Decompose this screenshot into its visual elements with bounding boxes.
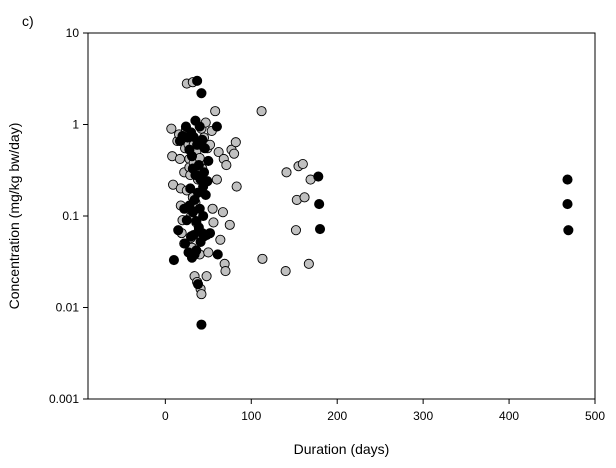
- data-point-gray: [217, 207, 228, 218]
- data-point-black: [173, 225, 184, 236]
- data-point-gray: [297, 158, 308, 170]
- data-point-gray: [256, 106, 267, 117]
- data-point-black: [211, 121, 222, 132]
- data-point-black: [196, 319, 207, 330]
- data-point-gray: [213, 146, 224, 158]
- data-point-black: [198, 210, 209, 222]
- x-tick-label: 0: [162, 409, 169, 423]
- data-point-black: [197, 134, 208, 145]
- data-point-gray: [280, 266, 291, 277]
- data-point-gray: [201, 271, 212, 282]
- data-point-black: [313, 171, 324, 182]
- data-point-gray: [229, 148, 240, 159]
- data-point-black: [198, 167, 210, 178]
- plot-frame: [87, 32, 596, 400]
- x-tick-label: 300: [413, 409, 433, 423]
- data-point-gray: [196, 289, 207, 300]
- data-point-gray: [220, 266, 231, 277]
- data-point-gray: [290, 225, 302, 236]
- y-tick-label: 0.1: [62, 209, 79, 223]
- y-axis-title: Concentration (mg/kg bw/day): [6, 123, 22, 310]
- panel-label: c): [22, 13, 34, 29]
- data-point-gray: [299, 192, 310, 203]
- data-point-black: [202, 176, 213, 187]
- data-point-black: [192, 279, 204, 290]
- x-tick-label: 500: [585, 409, 605, 423]
- data-point-gray: [230, 137, 241, 148]
- data-point-black: [562, 199, 573, 210]
- y-tick-label: 10: [66, 26, 80, 40]
- data-point-black: [314, 223, 326, 235]
- data-point-black: [193, 160, 204, 171]
- data-point-black: [191, 245, 202, 256]
- data-point-gray: [174, 153, 185, 165]
- data-point-gray: [208, 217, 219, 228]
- data-point-gray: [281, 167, 292, 178]
- data-point-black: [196, 88, 207, 99]
- data-point-gray: [303, 258, 314, 269]
- data-point-black: [199, 143, 210, 154]
- data-point-black: [204, 228, 216, 239]
- data-point-black: [185, 183, 196, 194]
- data-point-black: [203, 155, 214, 166]
- y-tick-label: 1: [72, 118, 79, 132]
- series-black: [168, 75, 574, 330]
- data-point-gray: [207, 203, 218, 214]
- data-point-black: [200, 189, 211, 200]
- data-point-gray: [211, 174, 222, 185]
- data-point-black: [180, 238, 191, 249]
- data-point-black: [562, 174, 573, 185]
- data-point-gray: [221, 160, 232, 171]
- y-tick-label: 0.001: [49, 392, 79, 406]
- data-point-gray: [166, 123, 177, 134]
- x-tick-label: 400: [499, 409, 519, 423]
- data-point-black: [168, 255, 179, 266]
- data-point-gray: [210, 106, 221, 117]
- x-tick-label: 200: [327, 409, 347, 423]
- x-tick-label: 100: [241, 409, 261, 423]
- data-point-black: [212, 249, 223, 260]
- data-point-gray: [203, 247, 214, 258]
- data-point-gray: [231, 181, 242, 192]
- data-point-black: [314, 199, 325, 210]
- y-tick-label: 0.01: [56, 301, 80, 315]
- x-axis: 0 100 200 300 400 500: [162, 399, 605, 423]
- data-point-black: [181, 215, 192, 226]
- x-axis-title: Duration (days): [294, 441, 390, 457]
- data-point-gray: [257, 253, 268, 264]
- data-point-black: [192, 75, 203, 86]
- data-point-gray: [215, 234, 226, 245]
- data-point-gray: [224, 219, 235, 230]
- y-axis: 0.001 0.01 0.1 1 10: [49, 26, 88, 406]
- data-point-black: [194, 121, 205, 132]
- data-point-black: [563, 225, 574, 236]
- data-point-black: [186, 151, 198, 162]
